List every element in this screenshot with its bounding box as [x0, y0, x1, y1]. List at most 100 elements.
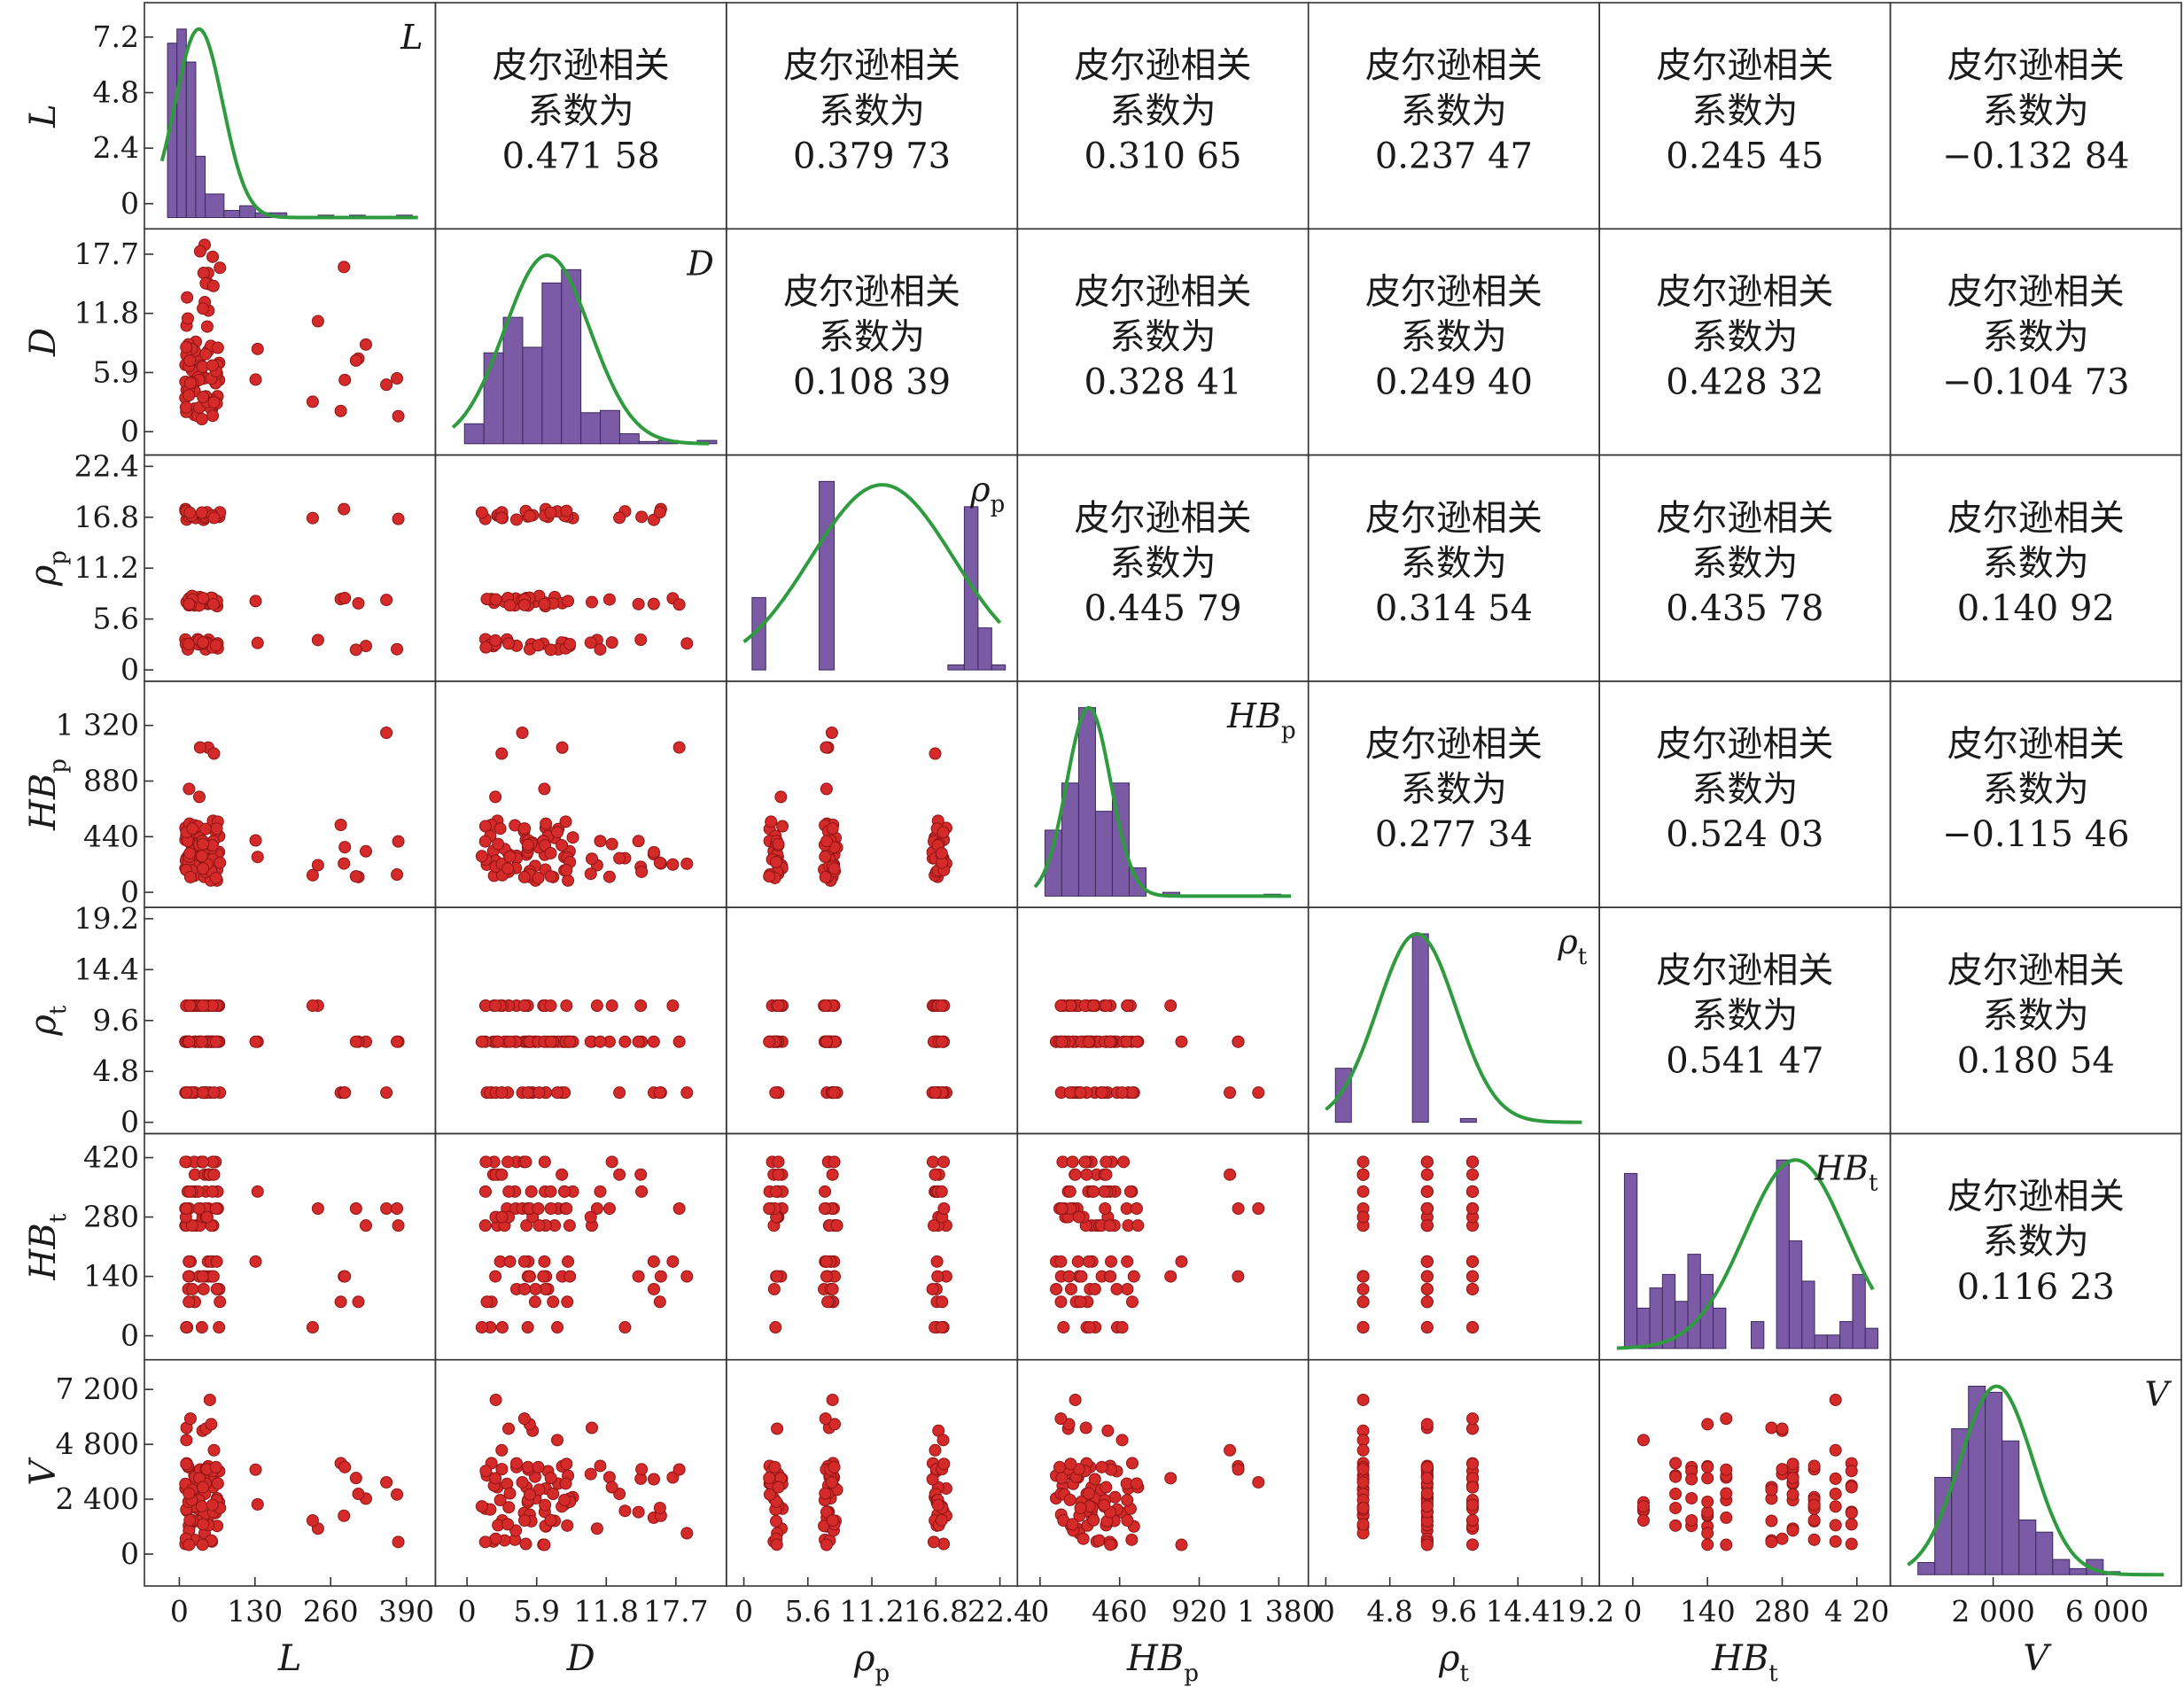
scatter-point [618, 1035, 632, 1048]
scatter-point [769, 1514, 782, 1528]
scatter-point [935, 1513, 948, 1527]
diag-label: D [686, 244, 713, 283]
scatter-point [306, 1514, 319, 1528]
scatter-point [562, 595, 575, 608]
cell-2-0 [144, 454, 437, 682]
scatter-point [1420, 1321, 1434, 1334]
scatter-point [518, 822, 532, 836]
pearson-label: 系数为 [528, 90, 634, 131]
scatter-point [1701, 1472, 1714, 1485]
pearson-value: 0.524 03 [1666, 814, 1823, 855]
scatter-point [182, 638, 195, 651]
pearson-label: 皮尔逊相关 [1365, 498, 1543, 539]
pearson-value: −0.104 73 [1942, 362, 2130, 403]
scatter-point [556, 839, 569, 852]
scatter-point [605, 1155, 618, 1169]
scatter-point [183, 1538, 196, 1551]
scatter-point [563, 638, 577, 651]
scatter-point [1356, 1295, 1370, 1309]
scatter-point [1057, 1321, 1070, 1334]
scatter-point [334, 819, 347, 832]
scatter-point [1420, 1185, 1434, 1198]
scatter-point [183, 1513, 197, 1527]
scatter-point [503, 850, 517, 863]
scatter-point [338, 1270, 352, 1283]
histogram-bar [1687, 1254, 1701, 1349]
scatter-point [763, 1488, 776, 1501]
scatter-point [1356, 1463, 1370, 1476]
y-tick-label: 14.4 [74, 952, 139, 986]
scatter-point [193, 741, 206, 754]
scatter-point [489, 790, 502, 804]
scatter-point [562, 1255, 575, 1268]
scatter-point [926, 1282, 939, 1295]
scatter-point [1356, 1393, 1370, 1406]
scatter-point [518, 1514, 532, 1528]
x-axis-label: ρp [853, 1638, 890, 1687]
x-tick-label: 4.8 [1366, 1594, 1412, 1629]
cell-6-0 [144, 1358, 437, 1587]
scatter-point [203, 1393, 216, 1406]
scatter-point [210, 1282, 223, 1295]
scatter-point [352, 1488, 365, 1501]
x-tick-label: 460 [1092, 1594, 1147, 1629]
scatter-point [830, 1219, 843, 1232]
scatter-point [544, 1035, 557, 1048]
scatter-point [306, 999, 319, 1013]
histogram-bar [1917, 1562, 1936, 1575]
scatter-point [338, 592, 352, 605]
scatter-point [937, 826, 950, 839]
scatter-point [635, 865, 649, 878]
normal-curve [451, 253, 710, 446]
scatter-point [585, 1421, 598, 1434]
pearson-label: 皮尔逊相关 [1075, 498, 1252, 539]
histogram-bar [1411, 933, 1429, 1123]
scatter-point [517, 1412, 531, 1426]
scatter-point [820, 1270, 833, 1283]
scatter-point [929, 747, 942, 760]
scatter-point [772, 1481, 785, 1494]
scatter-point [1356, 1518, 1370, 1531]
scatter-point [195, 413, 208, 426]
scatter-point [647, 1473, 660, 1486]
pearson-label: 皮尔逊相关 [783, 45, 960, 86]
histogram-bar [1623, 1172, 1638, 1349]
scatter-point [1131, 1219, 1145, 1232]
scatter-point [1829, 1519, 1842, 1532]
x-tick-label: 11.2 [839, 1594, 904, 1629]
scatter-point [1829, 1393, 1842, 1406]
pearson-label: 系数为 [1401, 769, 1507, 810]
scatter-point [195, 1321, 208, 1334]
scatter-point [501, 1518, 515, 1531]
cell-frame [144, 906, 437, 1135]
scatter-point [1075, 1270, 1088, 1283]
y-tick-label: 880 [83, 764, 139, 798]
scatter-point [632, 1035, 645, 1048]
x-tick-label: 1 380 [1237, 1594, 1320, 1629]
scatter-point [653, 856, 666, 869]
scatter-point [767, 1282, 781, 1295]
scatter-point [249, 1255, 262, 1268]
scatter-point [1054, 1255, 1068, 1268]
scatter-point [538, 1255, 551, 1268]
scatter-point [532, 1460, 545, 1473]
scatter-point [544, 506, 557, 519]
histogram-bar [463, 423, 485, 445]
scatter-point [635, 1185, 649, 1198]
scatter-point [929, 1168, 942, 1181]
scatter-point [1252, 1201, 1265, 1215]
scatter-point [1100, 999, 1113, 1013]
scatter-point [666, 1471, 680, 1484]
scatter-point [820, 741, 833, 754]
scatter-point [306, 511, 319, 525]
scatter-point [197, 1282, 210, 1295]
scatter-point [380, 1201, 393, 1215]
scatter-point [602, 593, 616, 606]
scatter-point [380, 378, 393, 392]
pearson-label: 皮尔逊相关 [1365, 45, 1543, 86]
histogram-bar [618, 433, 640, 445]
scatter-point [495, 1321, 509, 1334]
